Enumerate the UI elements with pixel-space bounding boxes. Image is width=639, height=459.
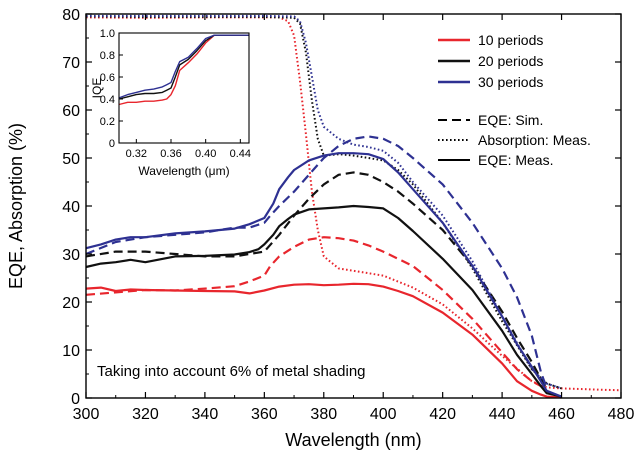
y-tick-label: 60	[62, 103, 80, 120]
inset-y-tick-label: 0	[109, 138, 115, 150]
y-tick-label: 0	[71, 391, 80, 408]
x-tick-label: 440	[489, 406, 516, 423]
series-line-30-periods-dotted	[86, 14, 562, 390]
y-tick-label: 10	[62, 343, 80, 360]
x-tick-label: 420	[429, 406, 456, 423]
iqe-inset: 0.32 0.36 0.40 0.44 0 0.2 0.4 0.6 0.8 1.0 Wavelen…	[90, 28, 251, 178]
inset-y-axis-title: IQE	[90, 78, 104, 99]
inset-x-tick-label: 0.40	[195, 148, 216, 160]
legend-label: 20 periods	[478, 53, 543, 69]
x-tick-label: 380	[310, 406, 337, 423]
series-line-30-periods-dashed	[85, 135, 548, 389]
legend-label: EQE: Sim.	[478, 112, 543, 128]
inset-axis-ticks: 0.32 0.36 0.40 0.44 0 0.2 0.4 0.6 0.8 1.0	[100, 28, 251, 160]
legend-label: EQE: Meas.	[478, 152, 553, 168]
inset-x-tick-label: 0.44	[230, 148, 251, 160]
y-tick-label: 20	[62, 295, 80, 312]
inset-x-tick-label: 0.32	[126, 148, 147, 160]
legend-label: 30 periods	[478, 74, 543, 90]
main-series-group	[85, 14, 622, 399]
x-tick-label: 340	[192, 406, 219, 423]
y-tick-label: 40	[62, 199, 80, 216]
inset-x-axis-title: Wavelength (μm)	[138, 164, 229, 178]
inset-y-tick-label: 0.2	[100, 116, 115, 128]
series-line-10-periods-dotted	[85, 16, 622, 392]
inset-series-group	[118, 34, 249, 106]
x-tick-label: 300	[73, 406, 100, 423]
y-tick-label: 70	[62, 55, 80, 72]
x-tick-label: 460	[548, 406, 575, 423]
legend-label: Absorption: Meas.	[478, 132, 591, 148]
y-tick-label: 50	[62, 151, 80, 168]
inset-y-tick-label: 0.4	[100, 94, 115, 106]
x-tick-label: 480	[608, 406, 635, 423]
inset-plot-frame	[118, 32, 250, 144]
legend-label: 10 periods	[478, 32, 543, 48]
inset-background	[119, 33, 249, 143]
x-tick-label: 400	[370, 406, 397, 423]
inset-y-tick-label: 0.6	[100, 72, 115, 84]
inset-y-tick-label: 0.8	[100, 50, 115, 62]
inset-x-tick-label: 0.36	[160, 148, 181, 160]
y-axis-title: EQE, Absorption (%)	[6, 123, 26, 289]
legend: 10 periods 20 periods 30 periods EQE: Sim. A…	[438, 32, 591, 168]
series-line-20-periods-dashed	[85, 171, 548, 389]
x-tick-label: 360	[251, 406, 278, 423]
main-axis-ticks: 300 320 340 360 380 400 420 440 460 480 0 10 20 30 40 5…	[62, 7, 634, 423]
x-axis-title: Wavelength (nm)	[285, 430, 421, 450]
series-line-20-periods-solid	[85, 204, 562, 398]
x-tick-label: 320	[132, 406, 159, 423]
y-tick-label: 30	[62, 247, 80, 264]
y-tick-label: 80	[62, 7, 80, 24]
series-line-10-periods-dashed	[85, 236, 548, 392]
series-line-30-periods-solid	[85, 152, 562, 398]
inset-y-tick-label: 1.0	[100, 28, 115, 40]
inset-series-line-30-periods	[118, 34, 249, 99]
metal-shading-annotation: Taking into account 6% of metal shading	[97, 363, 366, 380]
series-line-20-periods-dotted	[85, 15, 562, 390]
